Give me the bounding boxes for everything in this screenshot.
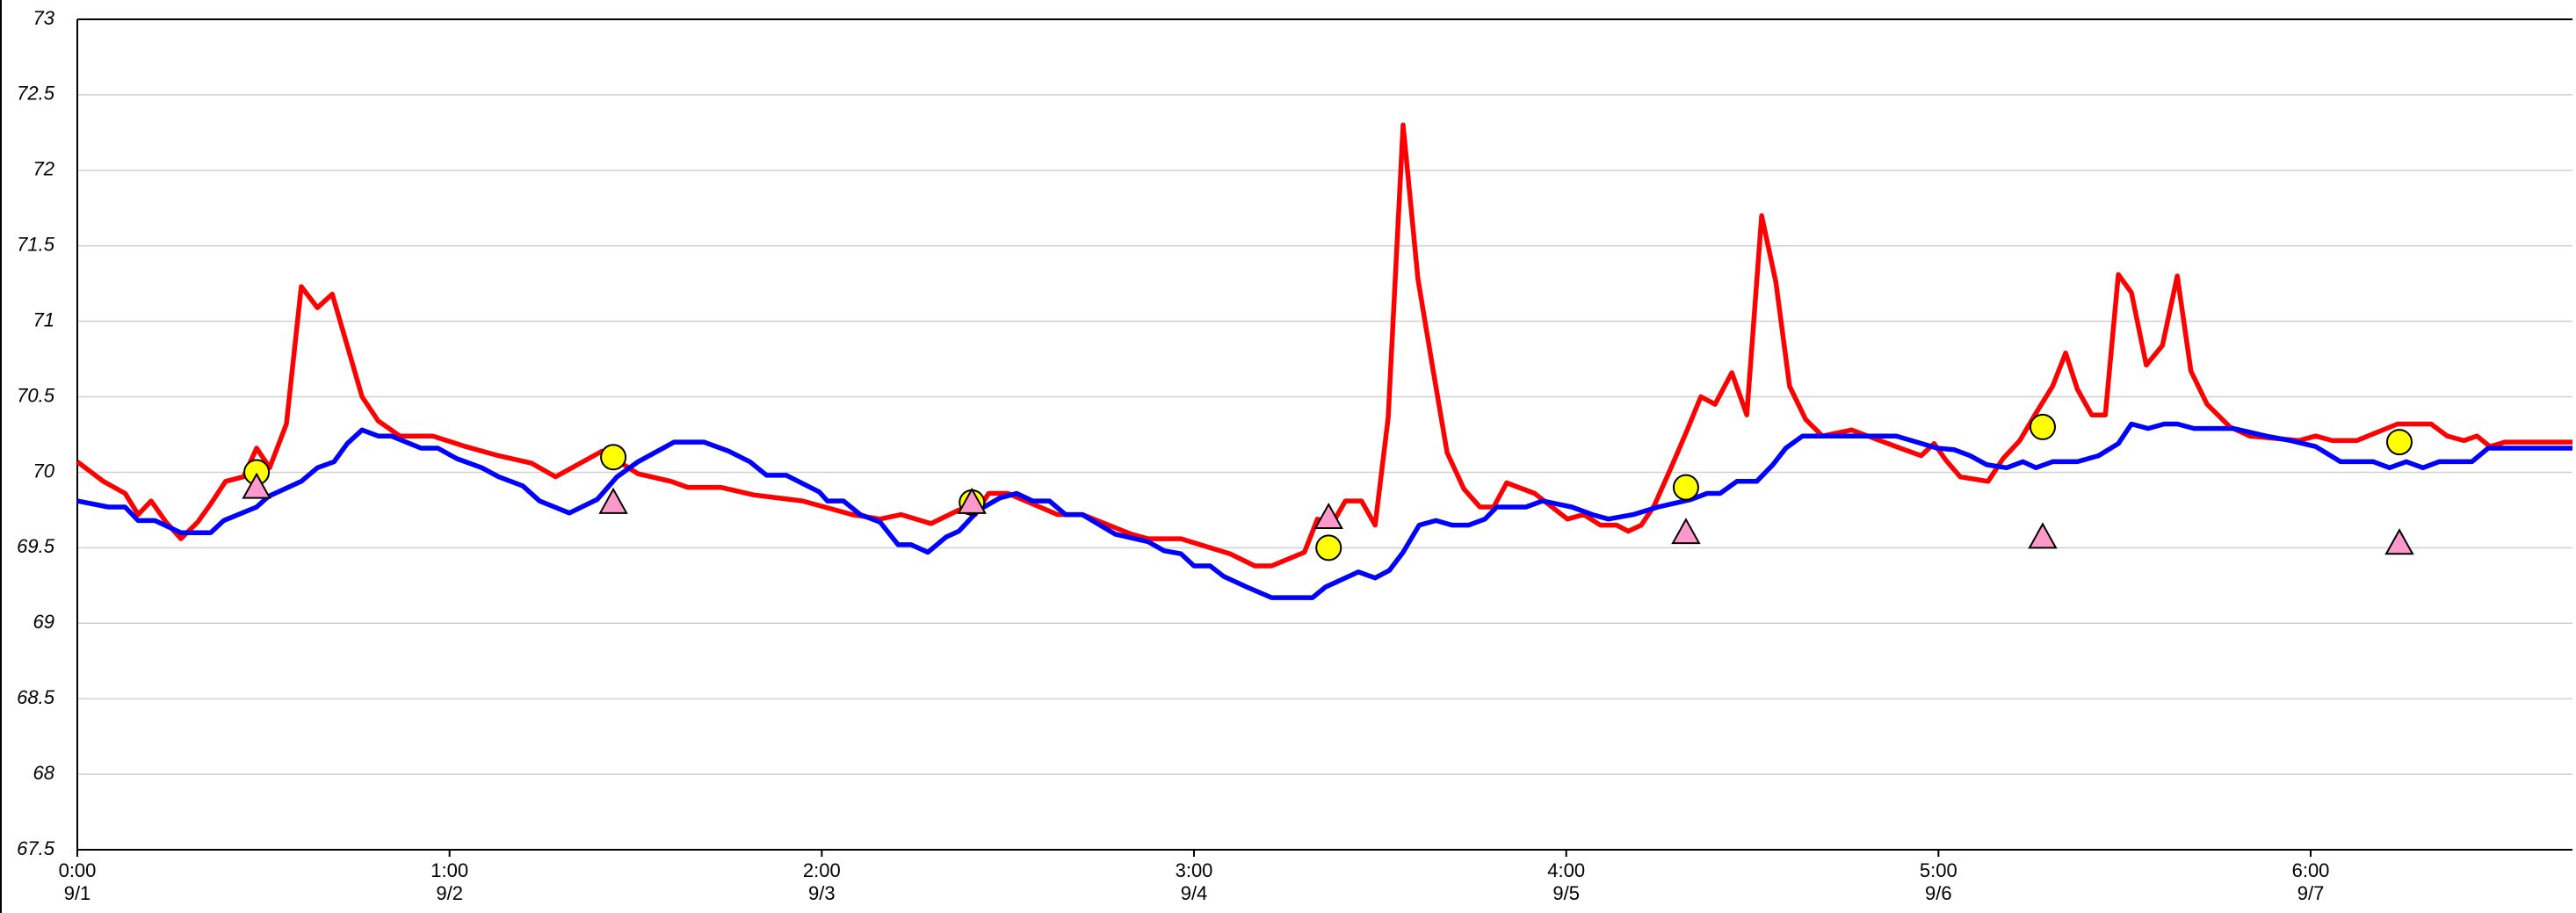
triangle-marker <box>242 472 271 499</box>
x-tick-sublabel: 9/1 <box>64 882 91 904</box>
y-tick-label: 67.5 <box>17 837 55 859</box>
x-tick-label: 3:00 <box>1176 859 1213 881</box>
x-tick-sublabel: 9/5 <box>1552 882 1580 904</box>
y-tick-label: 69 <box>33 611 54 633</box>
y-tick-label: 72.5 <box>17 83 55 105</box>
y-tick-label: 69.5 <box>17 535 55 557</box>
y-tick-label: 68 <box>33 762 55 784</box>
triangle-marker <box>957 487 987 514</box>
x-tick-label: 0:00 <box>59 859 97 881</box>
y-tick-label: 70 <box>33 460 55 482</box>
x-tick-sublabel: 9/2 <box>436 882 463 904</box>
y-tick-label: 72 <box>33 158 54 180</box>
triangle-marker <box>598 487 628 514</box>
y-tick-label: 73 <box>33 7 55 29</box>
triangle-marker <box>1671 518 1701 545</box>
triangle-marker <box>2028 522 2058 549</box>
x-tick-sublabel: 9/4 <box>1181 882 1208 904</box>
x-tick-label: 6:00 <box>2292 859 2330 881</box>
circle-marker <box>2029 413 2056 440</box>
triangle-marker <box>1313 502 1343 529</box>
x-tick-label: 5:00 <box>1920 859 1957 881</box>
x-tick-sublabel: 9/6 <box>1925 882 1952 904</box>
x-tick-sublabel: 9/3 <box>808 882 836 904</box>
x-tick-label: 2:00 <box>803 859 841 881</box>
circle-marker <box>1672 474 1699 501</box>
x-tick-sublabel: 9/7 <box>2297 882 2325 904</box>
data-line <box>76 122 2572 569</box>
y-tick-label: 70.5 <box>17 384 55 406</box>
y-tick-label: 71 <box>33 308 54 330</box>
x-tick-label: 1:00 <box>431 859 468 881</box>
x-tick-label: 4:00 <box>1547 859 1585 881</box>
circle-marker <box>600 444 627 471</box>
triangle-marker <box>2384 528 2414 555</box>
circle-marker <box>1315 534 1342 562</box>
y-tick-label: 71.5 <box>17 234 55 256</box>
y-tick-label: 68.5 <box>17 686 55 708</box>
data-line <box>76 421 2572 600</box>
circle-marker <box>2385 429 2413 456</box>
